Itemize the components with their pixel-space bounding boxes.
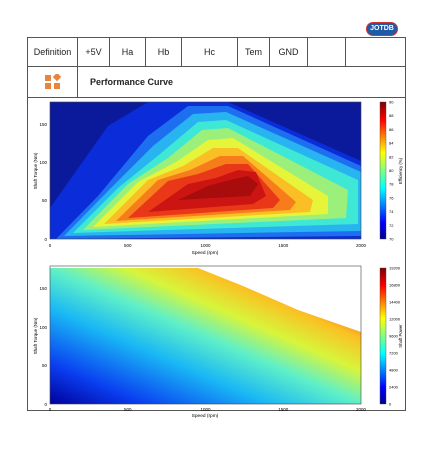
colorbar-tick-label: 2400 [389, 385, 399, 390]
colorbar-tick-label: 12000 [389, 317, 401, 322]
x-tick-label: 1500 [278, 407, 289, 412]
x-tick-label: 500 [124, 243, 132, 248]
colorbar-tick-label: 7200 [389, 351, 399, 356]
efficiency-map-chart: 0 500 1000 1500 2000 Speed (rpm) 0 50 10… [33, 100, 403, 257]
x-tick-label: 500 [124, 407, 132, 412]
x-tick-label: 2000 [356, 407, 367, 412]
header-cell-hc: Hc [182, 38, 238, 66]
shaft-power-map-chart: 0 500 1000 1500 2000 Speed (rpm) 0 50 10… [33, 265, 403, 420]
x-tick-label: 0 [49, 407, 52, 412]
colorbar-tick-label: 16800 [389, 283, 401, 288]
header-cell-definition: Definition [28, 38, 78, 66]
section-row: Performance Curve [28, 67, 405, 98]
colorbar-tick-label: 0 [389, 402, 392, 407]
y-tick-label: 50 [42, 198, 48, 203]
colorbar-tick-label: 14400 [389, 300, 401, 305]
y-tick-label: 150 [39, 286, 47, 291]
colorbar-label: Efficiency (%) [398, 157, 403, 184]
y-tick-label: 0 [44, 402, 47, 407]
x-axis-label: Speed (rpm) [192, 250, 219, 256]
colorbar-tick-label: 90 [389, 100, 394, 105]
x-axis-label: Speed (rpm) [192, 413, 219, 419]
colorbar-tick-label: 80 [389, 168, 394, 173]
grid-blocks-icon [45, 74, 61, 89]
colorbar [379, 267, 387, 405]
x-tick-label: 0 [49, 243, 52, 248]
section-icon-cell [28, 67, 78, 97]
colorbar-tick-label: 84 [389, 141, 394, 146]
x-tick-label: 1000 [200, 243, 211, 248]
y-axis-label: Shaft Torque (Nm) [33, 152, 38, 189]
x-tick-label: 2000 [356, 243, 367, 248]
colorbar-tick-label: 88 [389, 113, 394, 118]
colorbar-tick-label: 76 [389, 195, 394, 200]
x-tick-label: 1000 [200, 407, 211, 412]
header-cell-hb: Hb [146, 38, 182, 66]
colorbar-tick-label: 9600 [389, 334, 399, 339]
datasheet: Definition +5V Ha Hb Hc Tem GND Performa… [27, 37, 406, 411]
colorbar [379, 101, 387, 240]
colorbar-tick-label: 82 [389, 154, 394, 159]
y-tick-label: 0 [44, 237, 47, 242]
pin-definition-header: Definition +5V Ha Hb Hc Tem GND [28, 38, 405, 67]
header-cell-5v: +5V [78, 38, 110, 66]
y-tick-label: 150 [39, 122, 47, 127]
y-axis-label: Shaft Torque (Nm) [33, 317, 38, 354]
colorbar-label: Shaft Power [398, 324, 403, 348]
section-title: Performance Curve [90, 77, 174, 87]
shaft-power-surface [50, 268, 361, 404]
header-cell-gnd: GND [270, 38, 308, 66]
header-cell-empty-1 [308, 38, 346, 66]
colorbar-tick-label: 78 [389, 182, 394, 187]
x-tick-label: 1500 [278, 243, 289, 248]
colorbar-tick-label: 72 [389, 223, 394, 228]
colorbar-tick-label: 70 [389, 237, 394, 242]
y-tick-label: 50 [42, 363, 48, 368]
header-cell-ha: Ha [110, 38, 146, 66]
y-tick-label: 100 [39, 325, 47, 330]
colorbar-tick-label: 74 [389, 209, 394, 214]
colorbar-tick-label: 4800 [389, 368, 399, 373]
header-cell-empty-2 [346, 38, 405, 66]
colorbar-tick-label: 86 [389, 127, 394, 132]
plot-frame [49, 265, 362, 405]
brand-logo: JOTDB [366, 22, 398, 36]
y-tick-label: 100 [39, 160, 47, 165]
efficiency-contours [50, 102, 361, 239]
plot-frame [49, 101, 362, 240]
colorbar-tick-label: 19200 [389, 266, 401, 271]
header-cell-tem: Tem [238, 38, 270, 66]
